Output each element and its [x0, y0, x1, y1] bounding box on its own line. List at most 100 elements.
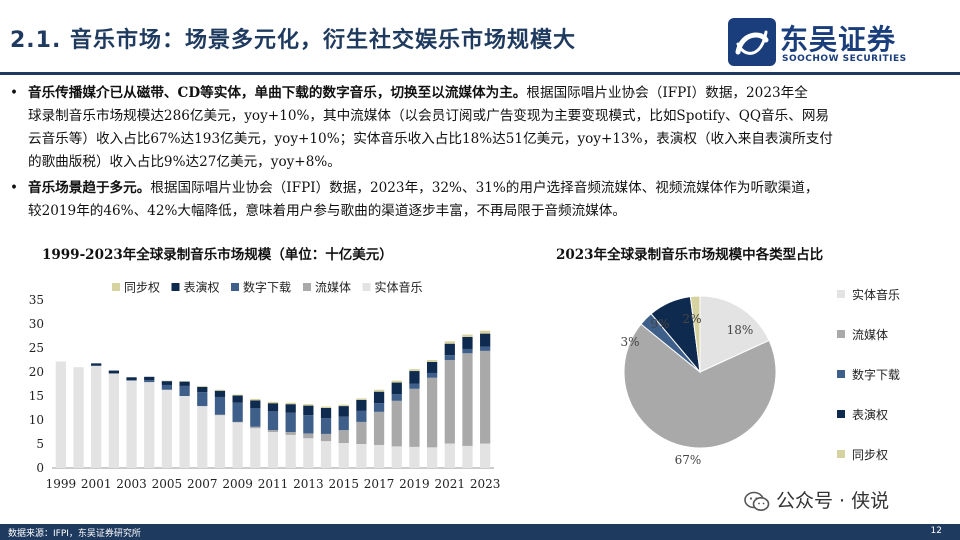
bar-segment-streaming	[409, 388, 420, 447]
pie-data-label: 3%	[620, 335, 639, 349]
legend-label: 流媒体	[852, 328, 888, 342]
watermark: 公众号 · 侠说	[744, 486, 889, 512]
bar-segment-sync	[391, 380, 402, 383]
bar-segment-performance	[267, 403, 279, 412]
legend-swatch	[837, 450, 845, 458]
bar-segment-physical	[144, 382, 155, 468]
legend-swatch	[837, 290, 845, 298]
bullet-lead: 音乐场景趋于多元。	[28, 180, 151, 196]
bar-segment-performance	[303, 405, 314, 416]
bar-segment-performance	[462, 336, 473, 349]
legend-swatch	[362, 283, 371, 291]
bullet-dot-icon: •	[10, 180, 19, 196]
bar-segment-download	[426, 372, 438, 378]
bullet-text: 根据国际唱片业协会（IFPI）数据，2023年，32%、31%的用户选择音频流媒…	[150, 180, 819, 196]
bar-segment-performance	[108, 370, 119, 374]
pie-slice-sync	[689, 295, 701, 373]
bar-segment-physical	[338, 443, 349, 468]
bar-segment-sync	[462, 334, 473, 337]
bar-segment-download	[356, 410, 367, 422]
bar-segment-download	[267, 411, 279, 431]
bar-segment-physical	[285, 434, 296, 468]
bar-segment-sync	[232, 394, 243, 396]
bar-segment-performance	[373, 391, 385, 404]
bullet-item: • 音乐场景趋于多元。根据国际唱片业协会（IFPI）数据，2023年，32%、3…	[10, 177, 940, 223]
bar-segment-physical	[179, 396, 190, 468]
bar-segment-streaming	[426, 377, 438, 448]
x-tick-label: 2019	[399, 477, 430, 491]
y-tick-label: 20	[29, 365, 44, 379]
y-tick-label: 30	[29, 317, 44, 331]
pie-data-label: 2%	[682, 312, 701, 326]
bar-segment-physical	[161, 389, 173, 468]
bar-segment-sync	[356, 398, 367, 400]
x-tick-label: 2021	[435, 477, 466, 491]
legend-label: 实体音乐	[375, 280, 423, 295]
legend-swatch	[837, 330, 845, 338]
bar-segment-performance	[197, 386, 208, 393]
header-rule	[0, 72, 960, 75]
bar-segment-physical	[55, 361, 66, 468]
x-tick-label: 2011	[258, 477, 289, 491]
bar-segment-physical	[444, 443, 455, 468]
legend-swatch	[171, 283, 180, 291]
legend-label: 数字下载	[243, 280, 291, 295]
x-tick-label: 2003	[116, 477, 147, 491]
bar-segment-physical	[480, 443, 491, 468]
pie-data-label: 67%	[675, 453, 702, 467]
legend-label: 同步权	[124, 281, 160, 295]
legend-label: 表演权	[184, 280, 220, 295]
header: 2.1. 音乐市场：场景多元化，衍生社交娱乐市场规模大 东吴证券 SOOCHOW…	[0, 0, 960, 72]
x-tick-label: 1999	[46, 477, 77, 491]
logo-text-en: SOOCHOW SECURITIES	[782, 54, 907, 64]
bullet-lead: 音乐传播媒介已从磁带、CD等实体，单曲下载的数字音乐，切换至以流媒体为主。	[28, 85, 527, 101]
bar-segment-download	[320, 418, 332, 434]
bullet-item: • 音乐传播媒介已从磁带、CD等实体，单曲下载的数字音乐，切换至以流媒体为主。根…	[10, 82, 940, 174]
bar-segment-performance	[285, 404, 296, 413]
bar-segment-sync	[480, 330, 491, 334]
bar-segment-performance	[338, 406, 349, 417]
bullet-text: 根据国际唱片业协会（IFPI）数据，2023年全	[526, 85, 808, 101]
legend-label: 实体音乐	[852, 287, 900, 302]
bar-segment-download	[391, 394, 402, 401]
bar-segment-download	[444, 355, 455, 360]
bullet-text: 的歌曲版税）收入占比9%达27亿美元，yoy+8%。	[28, 154, 341, 170]
x-tick-label: 2005	[152, 477, 183, 491]
wechat-icon	[744, 491, 770, 511]
y-tick-label: 15	[29, 389, 44, 403]
y-tick-label: 5	[36, 437, 44, 451]
bullet-text: 云音乐等）收入占比67%达193亿美元，yoy+10%；实体音乐收入占比18%达…	[28, 131, 833, 147]
bullet-text: 球录制音乐市场规模达286亿美元，yoy+10%，其中流媒体（以会员订阅或广告变…	[28, 108, 830, 124]
brand-logo: 东吴证券 SOOCHOW SECURITIES	[728, 18, 958, 68]
bar-segment-performance	[232, 395, 243, 403]
bar-segment-streaming	[391, 400, 402, 447]
bar-segment-performance	[480, 333, 491, 347]
bar-segment-streaming	[303, 433, 314, 439]
bar-segment-sync	[285, 402, 296, 405]
pie-slice-physical	[699, 295, 770, 373]
bar-segment-physical	[108, 373, 119, 468]
bar-segment-streaming	[267, 430, 279, 432]
logo-text-cn: 东吴证券	[780, 23, 897, 56]
bar-segment-sync	[426, 360, 438, 362]
bar-segment-streaming	[320, 433, 332, 442]
legend-label: 数字下载	[852, 367, 900, 382]
bar-segment-physical	[391, 446, 402, 468]
bar-segment-download	[480, 346, 491, 351]
y-tick-label: 10	[29, 413, 44, 427]
bullet-list: • 音乐传播媒介已从磁带、CD等实体，单曲下载的数字音乐，切换至以流媒体为主。根…	[10, 82, 940, 226]
pie-data-label: 9%	[650, 317, 669, 331]
bar-segment-streaming	[250, 426, 261, 429]
bar-segment-download	[197, 392, 208, 407]
bar-segment-performance	[356, 399, 367, 411]
bar-segment-sync	[338, 404, 349, 407]
bar-segment-download	[214, 396, 226, 415]
bar-segment-sync	[444, 341, 455, 344]
stacked-bar-chart: 0 5 10 15 20 25 30 35 1999 2001 2003 2005 2007 2009 20…	[29, 280, 501, 492]
bar-segment-sync	[197, 385, 208, 387]
legend-swatch	[112, 283, 120, 291]
bar-segment-performance	[214, 390, 226, 397]
bar-segment-physical	[126, 380, 137, 468]
bar-segment-download	[373, 403, 385, 412]
footer-source: 数据来源：IFPI，东吴证券研究所	[8, 529, 141, 539]
